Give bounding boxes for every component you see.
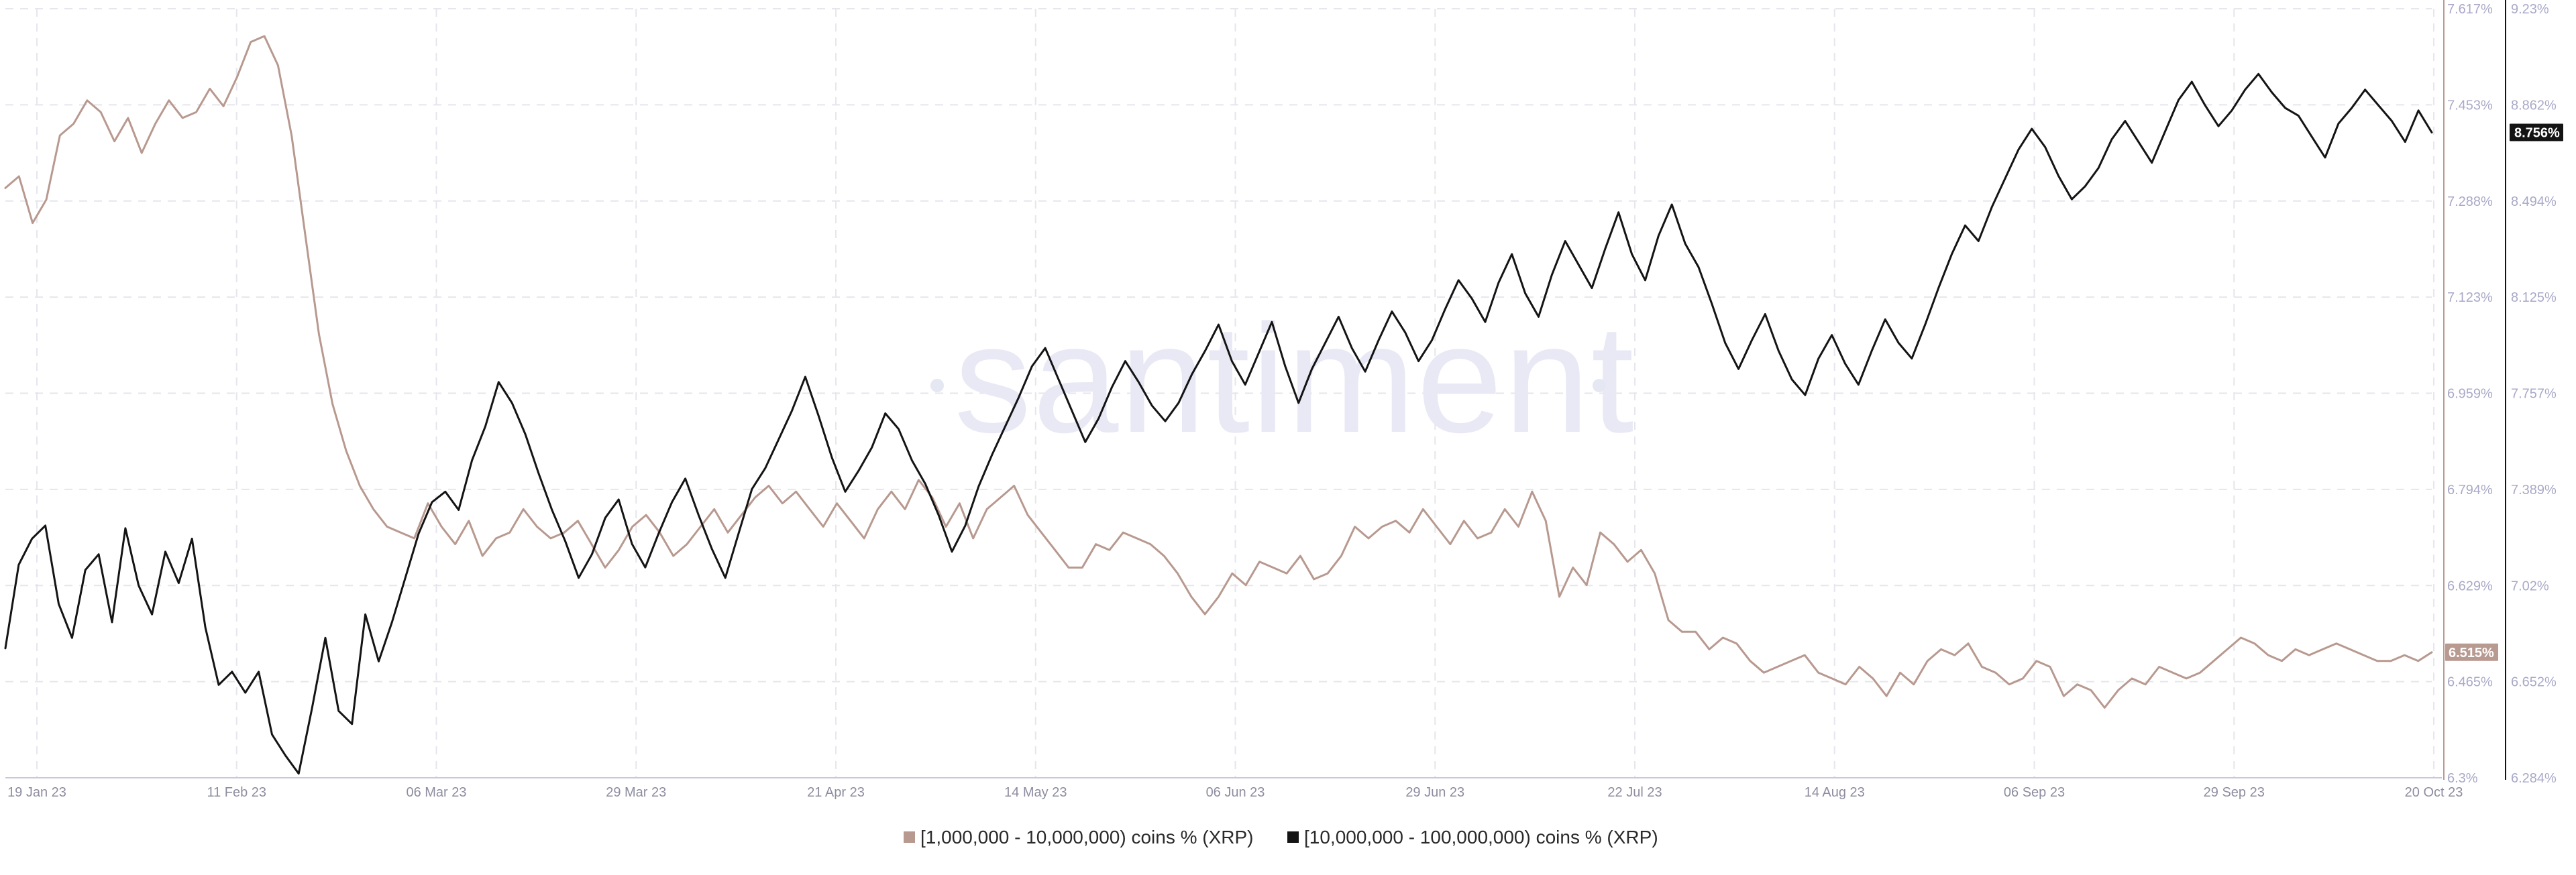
watermark-dot-left (930, 379, 944, 392)
latest-value-small-holders: 6.515% (2449, 646, 2494, 660)
right-y-tick-label: 8.862% (2511, 98, 2557, 113)
x-tick-label: 14 May 23 (1004, 785, 1067, 800)
left-y-tick-label: 7.617% (2447, 2, 2493, 17)
left-y-tick-label: 7.288% (2447, 194, 2493, 209)
x-tick-label: 29 Sep 23 (2204, 785, 2265, 800)
x-tick-label: 11 Feb 23 (207, 785, 266, 800)
labels-layer: 7.617% 9.23% 7.453% 8.862% 7.288% 8.494% 7.123… (7, 2, 2557, 800)
right-y-tick-label: 8.125% (2511, 290, 2557, 305)
right-y-tick-label: 8.494% (2511, 194, 2557, 209)
watermark-text: santiment (954, 292, 1635, 465)
series-line-large-holders (4, 72, 2433, 775)
badge-layer: 6.515% 8.756% (2445, 123, 2563, 661)
legend-layer: [1,000,000 - 10,000,000) coins % (XRP) [… (904, 827, 1658, 848)
left-y-tick-label: 6.959% (2447, 387, 2493, 402)
watermark-dot-right (1593, 379, 1606, 392)
series-layer (4, 35, 2433, 775)
right-y-tick-label: 6.284% (2511, 771, 2557, 786)
right-y-tick-label: 7.02% (2511, 579, 2549, 593)
right-y-tick-label: 9.23% (2511, 2, 2549, 17)
x-tick-label: 06 Jun 23 (1206, 785, 1265, 800)
axes-layer (5, 0, 2506, 780)
x-tick-label: 21 Apr 23 (807, 785, 865, 800)
latest-value-badge-small-holders (2445, 643, 2498, 661)
x-tick-label: 29 Jun 23 (1405, 785, 1464, 800)
x-tick-label: 22 Jul 23 (1607, 785, 1662, 800)
left-y-tick-label: 7.453% (2447, 98, 2493, 113)
x-tick-label: 14 Aug 23 (1805, 785, 1865, 800)
legend-swatch-large-holders (1287, 831, 1299, 843)
right-y-tick-label: 7.389% (2511, 483, 2557, 498)
legend-label-large-holders: [10,000,000 - 100,000,000) coins % (XRP) (1304, 827, 1658, 848)
left-y-tick-label: 6.629% (2447, 579, 2493, 593)
x-tick-label: 06 Sep 23 (2004, 785, 2065, 800)
x-tick-label: 29 Mar 23 (606, 785, 666, 800)
latest-value-large-holders: 8.756% (2514, 126, 2560, 141)
legend-swatch-small-holders (904, 831, 915, 843)
left-y-tick-label: 6.3% (2447, 771, 2478, 786)
x-tick-label: 20 Oct 23 (2405, 785, 2463, 800)
legend-label-small-holders: [1,000,000 - 10,000,000) coins % (XRP) (920, 827, 1254, 848)
series-line-small-holders (4, 35, 2433, 709)
right-y-tick-label: 6.652% (2511, 675, 2557, 690)
x-tick-label: 19 Jan 23 (7, 785, 66, 800)
latest-value-badge-large-holders (2510, 123, 2563, 141)
right-y-tick-label: 7.757% (2511, 387, 2557, 402)
left-y-tick-label: 6.794% (2447, 483, 2493, 498)
x-tick-label: 06 Mar 23 (406, 785, 466, 800)
left-y-tick-label: 6.465% (2447, 675, 2493, 690)
grid-layer (5, 8, 2434, 778)
left-y-tick-label: 7.123% (2447, 290, 2493, 305)
